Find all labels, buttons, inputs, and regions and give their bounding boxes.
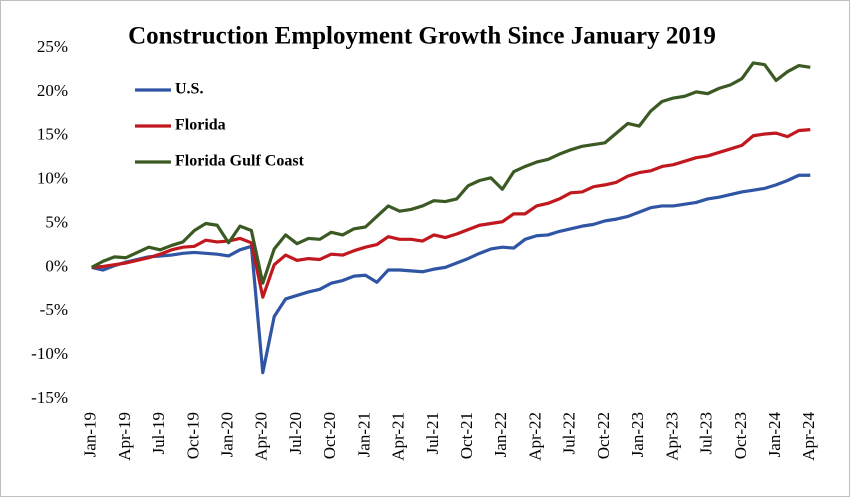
x-tick-label: Jan-24 [765,412,784,458]
x-tick-label: Apr-20 [252,412,271,461]
x-tick-label: Apr-23 [662,412,681,461]
x-tick-label: Oct-19 [183,412,202,459]
y-tick-label: 15% [37,125,68,144]
x-tick-label: Oct-21 [457,412,476,459]
x-tick-label: Jul-19 [149,412,168,455]
x-tick-label: Apr-19 [115,412,134,461]
legend-label: U.S. [175,81,203,98]
y-tick-label: 5% [45,212,68,231]
series-line [91,173,811,375]
series-line [91,128,811,299]
x-tick-label: Apr-21 [389,412,408,461]
x-tick-label: Jul-22 [560,412,579,455]
x-tick-label: Apr-22 [525,412,544,461]
y-tick-label: 20% [37,81,68,100]
y-tick-label: 25% [37,37,68,56]
x-tick-label: Jan-22 [491,412,510,457]
x-tick-label: Jul-20 [286,412,305,455]
x-tick-label: Jan-19 [81,412,100,457]
y-tick-label: 10% [37,169,68,188]
y-tick-label: -15% [31,388,68,407]
x-tick-label: Apr-24 [799,412,818,461]
legend-label: Florida [175,117,226,134]
y-tick-label: -10% [31,344,68,363]
x-tick-label: Jan-21 [354,412,373,457]
chart-title: Construction Employment Growth Since Jan… [128,23,716,50]
x-tick-label: Oct-22 [594,412,613,459]
legend-label: Florida Gulf Coast [175,153,305,170]
x-tick-label: Jul-21 [423,412,442,455]
series-line [90,61,811,285]
y-tick-label: 0% [45,256,68,275]
x-tick-label: Jul-23 [697,412,716,455]
x-tick-label: Oct-20 [320,412,339,459]
x-tick-label: Jan-20 [217,412,236,457]
y-tick-label: -5% [40,300,68,319]
x-tick-label: Oct-23 [731,412,750,459]
x-tick-label: Jan-23 [628,412,647,457]
